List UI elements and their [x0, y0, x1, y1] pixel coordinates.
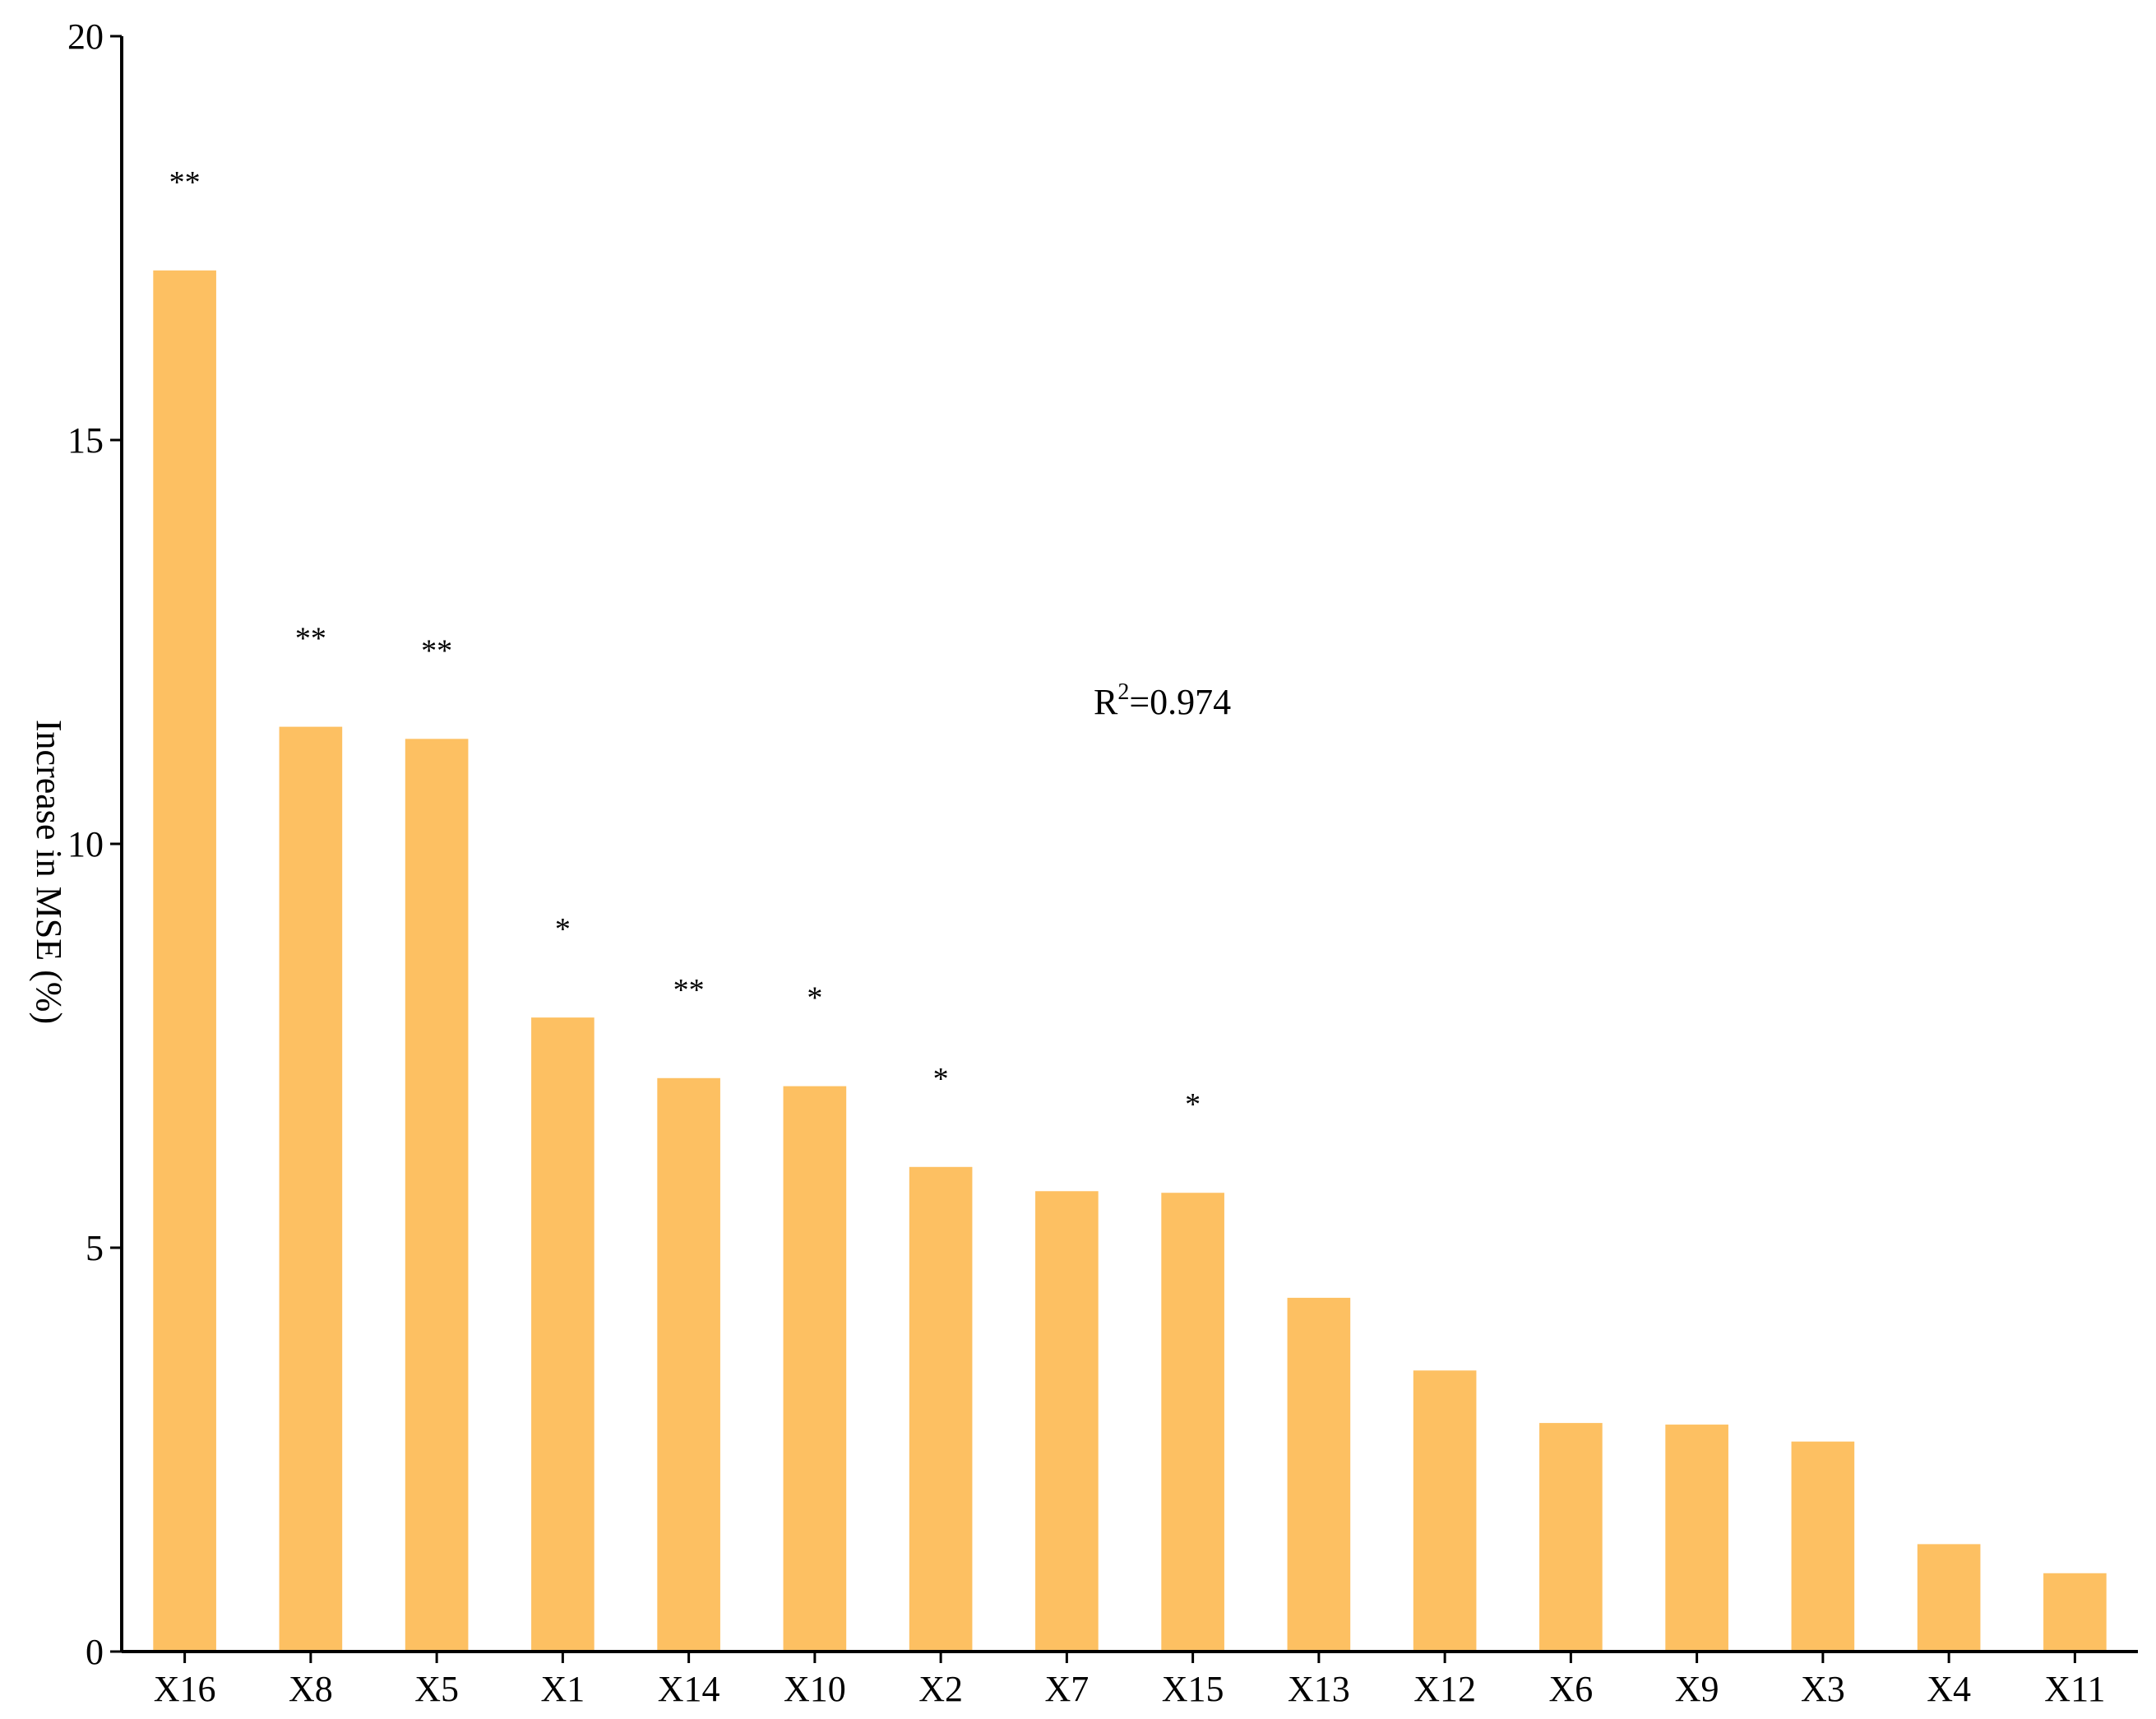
x-tick-label-x10: X10	[784, 1669, 846, 1709]
significance-layer: **** ***** ***	[169, 165, 1201, 1122]
y-axis: 0 5 10 15 20	[67, 16, 123, 1672]
bar-x13	[1287, 1297, 1351, 1652]
x-tick-label-x2: X2	[918, 1669, 963, 1709]
x-tick-label-x1: X1	[540, 1669, 585, 1709]
x-tick-label-x16: X16	[154, 1669, 216, 1709]
x-tick-label-x5: X5	[414, 1669, 459, 1709]
r-squared-prefix: R	[1094, 682, 1118, 722]
significance-mark-x15: *	[1185, 1087, 1201, 1122]
y-tick-label: 15	[67, 420, 104, 461]
significance-mark-x5: **	[421, 633, 452, 668]
bar-x3	[1791, 1441, 1855, 1652]
r-squared-value: =0.974	[1129, 682, 1231, 722]
x-tick-label-x14: X14	[658, 1669, 720, 1709]
x-tick-label-x15: X15	[1162, 1669, 1224, 1709]
significance-mark-x2: *	[933, 1062, 949, 1096]
bar-x11	[2043, 1573, 2107, 1652]
bar-x15	[1161, 1193, 1224, 1652]
bar-x1	[531, 1017, 595, 1652]
bar-x7	[1035, 1191, 1099, 1652]
bar-x8	[279, 726, 343, 1652]
y-tick-label: 20	[67, 16, 104, 57]
bar-x2	[909, 1166, 973, 1652]
significance-mark-x14: **	[673, 973, 705, 1008]
x-tick-label-x9: X9	[1675, 1669, 1719, 1709]
significance-mark-x1: *	[555, 912, 571, 947]
y-tick-label: 0	[86, 1632, 104, 1672]
significance-mark-x16: **	[169, 165, 201, 200]
x-axis: X16 X8 X5 X1 X14 X10 X2 X7 X15 X13 X12 X6 X9 X3 X4 X11	[122, 1650, 2138, 1709]
significance-mark-x10: *	[807, 981, 822, 1016]
bar-x4	[1917, 1544, 1981, 1652]
bar-x14	[657, 1077, 720, 1652]
bar-x6	[1539, 1423, 1603, 1652]
y-tick-label: 5	[86, 1228, 104, 1268]
bar-x9	[1665, 1425, 1728, 1652]
x-tick-label-x12: X12	[1413, 1669, 1476, 1709]
bar-x12	[1413, 1370, 1477, 1652]
bar-x16	[153, 270, 216, 1652]
x-tick-label-x8: X8	[289, 1669, 333, 1709]
significance-mark-x8: **	[295, 622, 326, 656]
r-squared-superscript: 2	[1117, 679, 1129, 705]
bar-x5	[405, 739, 469, 1652]
bars-layer	[153, 270, 2107, 1652]
y-axis-label: Increase in MSE (%)	[29, 720, 69, 1024]
bar-x10	[783, 1086, 847, 1652]
x-tick-label-x11: X11	[2044, 1669, 2105, 1709]
r-squared-annotation: R2=0.974	[1094, 679, 1231, 722]
x-tick-label-x3: X3	[1801, 1669, 1845, 1709]
x-tick-label-x6: X6	[1548, 1669, 1593, 1709]
y-tick-label: 10	[67, 824, 104, 864]
x-tick-label-x13: X13	[1288, 1669, 1350, 1709]
x-tick-label-x4: X4	[1927, 1669, 1971, 1709]
x-tick-label-x7: X7	[1044, 1669, 1089, 1709]
